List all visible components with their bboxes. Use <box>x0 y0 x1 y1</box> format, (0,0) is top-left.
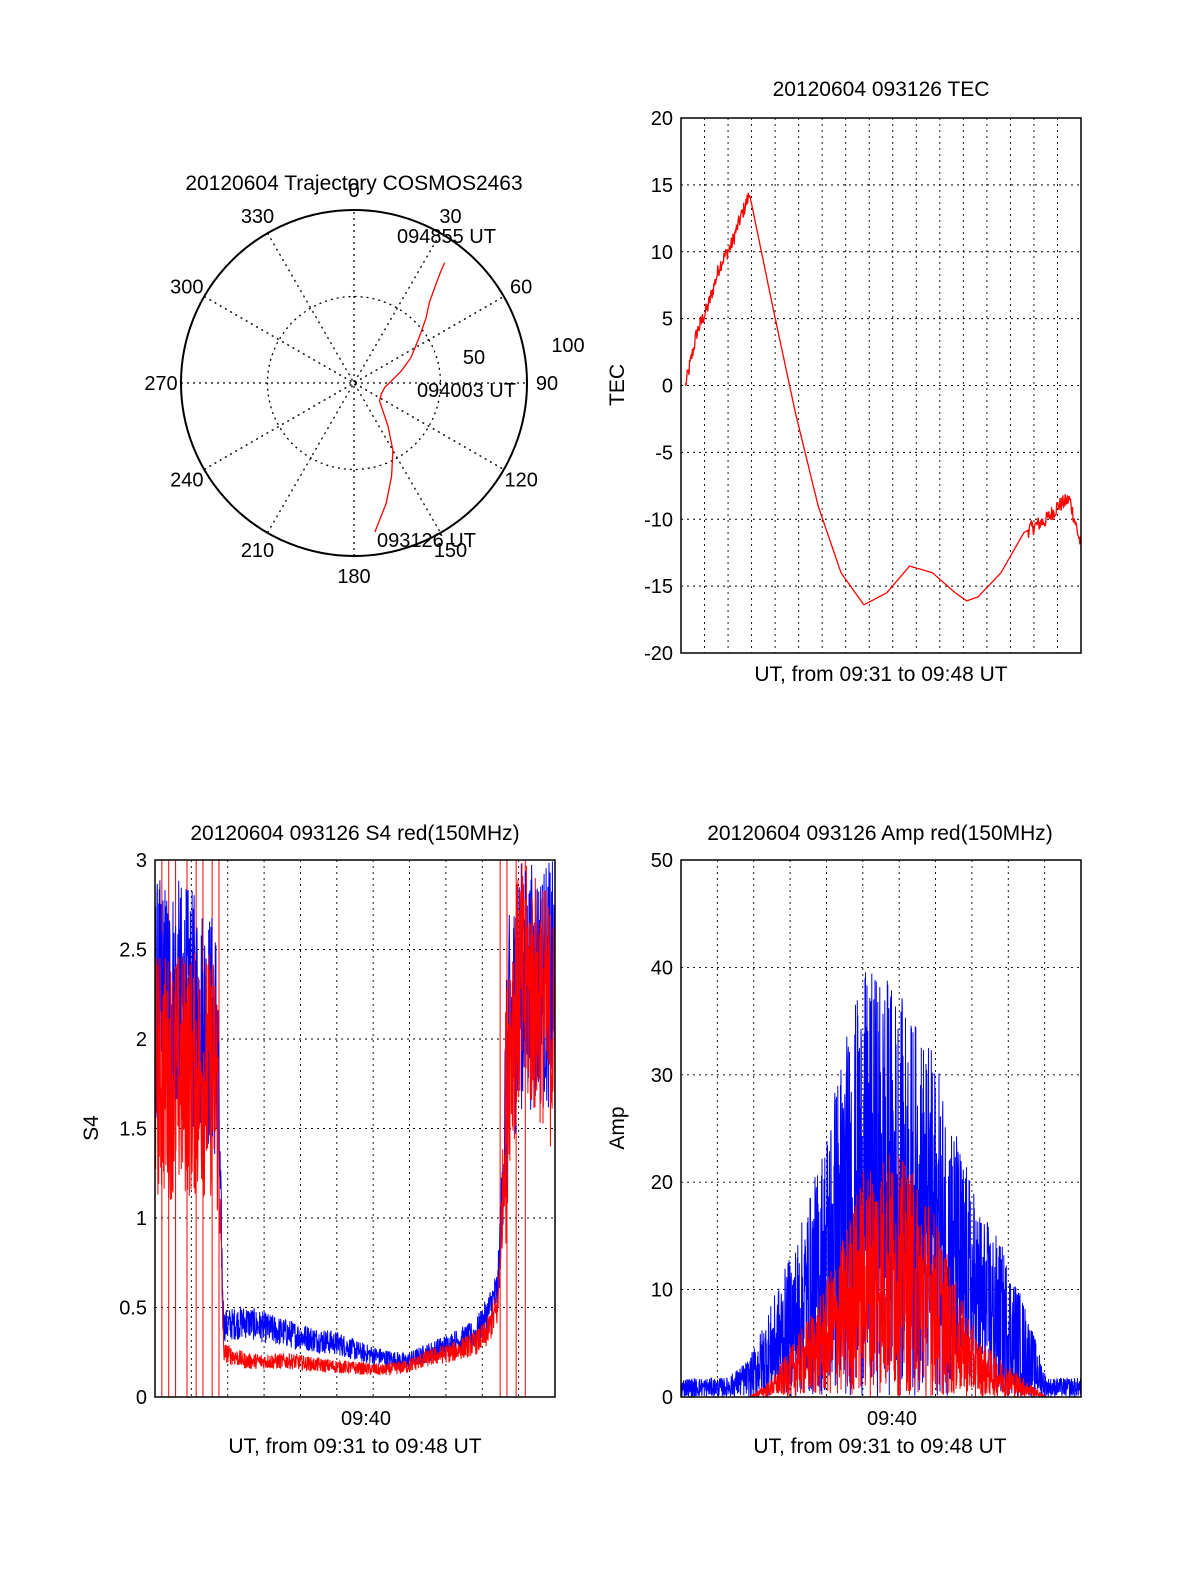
s4-y-tick-labels: 3 2.5 2 1.5 1 0.5 0 <box>119 850 147 1409</box>
y-tick-label: 0 <box>136 1387 147 1409</box>
polar-angle-labels: 0 30 60 90 120 150 180 210 240 270 300 330 <box>144 180 558 588</box>
s4-x-tick-label: 09:40 <box>341 1408 391 1430</box>
polar-radius-label-50: 50 <box>463 347 485 369</box>
y-tick-label: 40 <box>651 957 673 979</box>
tec-y-axis-label: TEC <box>606 364 629 406</box>
y-tick-label: 20 <box>651 1172 673 1194</box>
tec-panel: 20120604 093126 TEC 20151050-5-10-15-20 … <box>606 78 1082 686</box>
y-tick-label: 0.5 <box>119 1298 147 1320</box>
polar-angle-label: 270 <box>144 373 177 395</box>
tec-plot-frame <box>680 117 1082 654</box>
polar-angle-label: 180 <box>337 566 370 588</box>
y-tick-label: -20 <box>644 643 673 665</box>
polar-angle-label: 120 <box>504 470 537 492</box>
tec-title: 20120604 093126 TEC <box>773 78 990 101</box>
s4-red-series-line <box>154 862 556 1376</box>
polar-annotation-start: 093126 UT <box>377 530 476 552</box>
y-tick-label: 2.5 <box>119 940 147 962</box>
y-tick-label: 10 <box>651 1280 673 1302</box>
polar-trajectory-line <box>374 262 446 533</box>
y-tick-label: 0 <box>662 376 673 398</box>
amp-x-tick-label: 09:40 <box>867 1408 917 1430</box>
tec-y-tick-labels: 20 15 10 5 0 -5 -10 -15 -20 <box>644 108 673 665</box>
y-tick-label: -5 <box>655 442 673 464</box>
polar-angle-label: 30 <box>439 206 461 228</box>
s4-plot-frame <box>154 859 556 1398</box>
polar-angle-label: 240 <box>170 470 203 492</box>
amp-title: 20120604 093126 Amp red(150MHz) <box>707 822 1053 845</box>
polar-grid-spoke <box>266 232 442 534</box>
polar-angle-label: 300 <box>170 277 203 299</box>
amp-x-axis-label: UT, from 09:31 to 09:48 UT <box>753 1435 1006 1458</box>
polar-angle-label: 210 <box>241 540 274 562</box>
tec-grid <box>681 118 1081 653</box>
s4-panel: 20120604 093126 S4 red(150MHz) 3 2.5 2 1.5 1… <box>80 822 556 1458</box>
y-tick-label: 5 <box>662 309 673 331</box>
amp-y-tick-labels: 50 40 30 20 10 0 <box>651 850 673 1409</box>
polar-angle-label: 90 <box>536 373 558 395</box>
amp-panel: 20120604 093126 Amp red(150MHz) 50 40 30 20… <box>606 822 1082 1458</box>
polar-grid <box>181 210 527 556</box>
polar-annotation-end: 094855 UT <box>397 226 496 248</box>
y-tick-label: 50 <box>651 850 673 872</box>
y-tick-label: 15 <box>651 175 673 197</box>
y-tick-label: 3 <box>136 850 147 872</box>
y-tick-label: 0 <box>662 1387 673 1409</box>
polar-angle-label: 330 <box>241 206 274 228</box>
tec-series-line <box>684 192 1082 606</box>
polar-grid-spoke <box>203 295 505 471</box>
y-tick-label: -15 <box>644 576 673 598</box>
polar-grid-spoke <box>203 295 505 471</box>
amp-plot-frame <box>680 859 1082 1398</box>
y-tick-label: 20 <box>651 108 673 130</box>
polar-angle-label: 150 <box>434 540 467 562</box>
y-tick-label: 30 <box>651 1065 673 1087</box>
polar-outer-circle <box>180 209 528 557</box>
tec-x-axis-label: UT, from 09:31 to 09:48 UT <box>754 663 1007 686</box>
polar-grid-circle <box>266 295 442 471</box>
s4-y-axis-label: S4 <box>80 1115 103 1141</box>
amp-y-axis-label: Amp <box>606 1106 629 1149</box>
polar-title: 20120604 Trajectory COSMOS2463 <box>185 172 522 195</box>
y-tick-label: 2 <box>136 1029 147 1051</box>
polar-radius-label-100: 100 <box>551 335 584 357</box>
polar-grid-spoke <box>266 232 442 534</box>
s4-x-axis-label: UT, from 09:31 to 09:48 UT <box>228 1435 481 1458</box>
y-tick-label: 1 <box>136 1208 147 1230</box>
y-tick-label: 1.5 <box>119 1119 147 1141</box>
polar-angle-label: 60 <box>510 277 532 299</box>
polar-angle-label: 0 <box>348 180 359 202</box>
y-tick-label: -10 <box>644 509 673 531</box>
s4-title: 20120604 093126 S4 red(150MHz) <box>190 822 519 845</box>
polar-annotation-mid: 094003 UT <box>417 380 516 402</box>
y-tick-label: 10 <box>651 242 673 264</box>
amp-red-series-line <box>681 1154 1081 1399</box>
polar-panel: 20120604 Trajectory COSMOS2463 0 30 60 90 12… <box>144 172 584 588</box>
